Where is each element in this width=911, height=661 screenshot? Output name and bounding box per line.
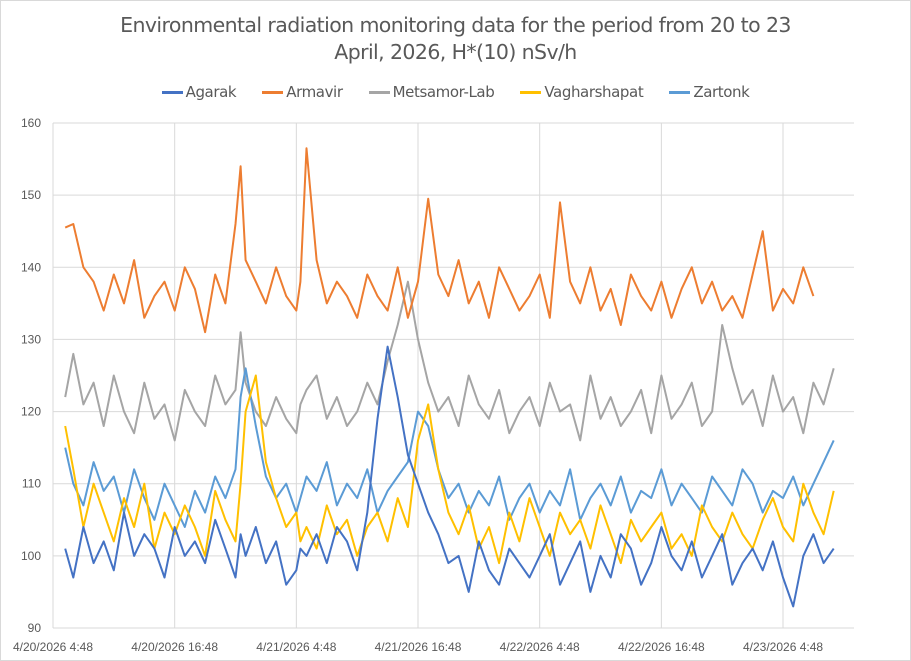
y-tick-label: 90	[28, 621, 42, 635]
chart-title-line-2: April, 2026, H*(10) nSv/h	[334, 40, 577, 64]
chart-title-line-1: Environmental radiation monitoring data …	[120, 13, 791, 37]
legend-swatch-armavir	[262, 90, 284, 94]
legend-item-agarak[interactable]: Agarak	[161, 83, 237, 101]
series-line-armavir[interactable]	[64, 147, 815, 334]
y-tick-label: 150	[21, 188, 41, 202]
legend-swatch-agarak	[161, 90, 183, 94]
y-tick-label: 120	[21, 405, 41, 419]
chart-title: Environmental radiation monitoring data …	[0, 12, 911, 66]
x-tick-label: 4/20/2026 16:48	[131, 640, 218, 654]
series-line-vagharshapat[interactable]	[64, 374, 835, 565]
legend-item-vagharshapat[interactable]: Vagharshapat	[520, 83, 644, 101]
legend-label-agarak: Agarak	[185, 83, 237, 101]
series-line-agarak[interactable]	[64, 345, 835, 608]
y-tick-label: 140	[21, 260, 41, 274]
x-tick-label: 4/20/2026 4:48	[13, 640, 93, 654]
legend-label-armavir: Armavir	[286, 83, 343, 101]
axes	[52, 123, 854, 629]
x-tick-label: 4/21/2026 4:48	[256, 640, 336, 654]
series-line-metsamor-lab[interactable]	[64, 280, 835, 442]
legend-swatch-metsamor-lab	[368, 90, 390, 94]
legend-item-armavir[interactable]: Armavir	[262, 83, 343, 101]
series-lines	[64, 147, 835, 608]
x-tick-label: 4/21/2026 16:48	[375, 640, 462, 654]
legend-item-metsamor-lab[interactable]: Metsamor-Lab	[368, 83, 495, 101]
legend-swatch-zartonk	[669, 90, 691, 94]
y-tick-label: 130	[21, 332, 41, 346]
x-axis-ticks: 4/20/2026 4:48 4/20/2026 16:48 4/21/2026 4…	[13, 640, 823, 654]
legend-label-vagharshapat: Vagharshapat	[544, 83, 644, 101]
x-tick-label: 4/23/2026 4:48	[743, 640, 823, 654]
legend-item-zartonk[interactable]: Zartonk	[669, 83, 750, 101]
legend-label-zartonk: Zartonk	[693, 83, 750, 101]
x-tick-label: 4/22/2026 4:48	[500, 640, 580, 654]
y-tick-label: 160	[21, 116, 41, 130]
legend-swatch-vagharshapat	[520, 90, 542, 94]
x-tick-label: 4/22/2026 16:48	[618, 640, 705, 654]
legend: Agarak Armavir Metsamor-Lab Vagharshapat…	[0, 83, 911, 101]
y-tick-label: 110	[22, 477, 41, 491]
y-axis-ticks: 90 100 110 120 130 140 150 160	[21, 116, 41, 635]
y-tick-label: 100	[21, 549, 41, 563]
series-line-zartonk[interactable]	[64, 367, 835, 528]
legend-label-metsamor-lab: Metsamor-Lab	[392, 83, 495, 101]
